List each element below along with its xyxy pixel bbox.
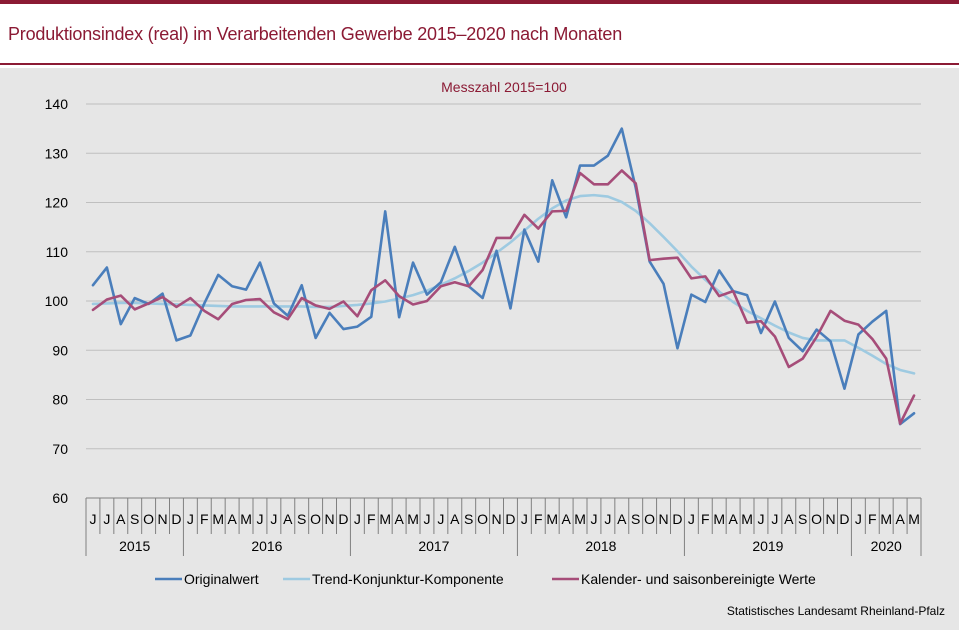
x-month-label: A — [394, 511, 404, 527]
x-month-label: M — [212, 511, 224, 527]
x-month-label: N — [658, 511, 668, 527]
top-accent-bar — [0, 0, 959, 4]
x-month-label: A — [283, 511, 293, 527]
x-month-label: M — [379, 511, 391, 527]
x-month-label: D — [839, 511, 849, 527]
x-month-label: F — [200, 511, 209, 527]
x-month-label: J — [103, 511, 110, 527]
x-month-label: N — [157, 511, 167, 527]
x-month-label: J — [187, 511, 194, 527]
x-month-label: D — [171, 511, 181, 527]
y-tick-label: 90 — [52, 342, 68, 358]
source-note: Statistisches Landesamt Rheinland-Pfalz — [726, 604, 945, 618]
y-tick-label: 120 — [45, 195, 69, 211]
title-divider — [0, 63, 959, 65]
y-tick-label: 140 — [45, 96, 69, 112]
legend-label: Trend-Konjunktur-Komponente — [312, 571, 504, 587]
x-month-label: M — [908, 511, 920, 527]
x-month-label: D — [338, 511, 348, 527]
x-month-label: M — [880, 511, 892, 527]
x-month-label: J — [521, 511, 528, 527]
x-month-label: O — [811, 511, 822, 527]
x-month-label: A — [617, 511, 627, 527]
chart-title: Messzahl 2015=100 — [441, 79, 567, 95]
x-month-label: M — [407, 511, 419, 527]
x-year-label: 2019 — [752, 538, 783, 554]
x-month-label: O — [644, 511, 655, 527]
y-tick-label: 130 — [45, 145, 69, 161]
x-month-label: A — [784, 511, 794, 527]
x-month-label: M — [240, 511, 252, 527]
x-month-label: J — [757, 511, 764, 527]
x-month-label: F — [701, 511, 710, 527]
x-month-label: F — [534, 511, 543, 527]
x-month-label: J — [688, 511, 695, 527]
x-month-label: A — [116, 511, 126, 527]
x-month-label: A — [450, 511, 460, 527]
x-month-label: N — [491, 511, 501, 527]
legend-label: Kalender- und saisonbereinigte Werte — [581, 571, 816, 587]
x-month-label: O — [143, 511, 154, 527]
x-month-label: M — [546, 511, 558, 527]
x-month-label: J — [604, 511, 611, 527]
series-line-1 — [91, 127, 916, 426]
x-month-label: M — [741, 511, 753, 527]
x-month-label: A — [728, 511, 738, 527]
x-month-label: J — [437, 511, 444, 527]
x-year-label: 2020 — [871, 538, 902, 554]
x-month-label: S — [631, 511, 640, 527]
x-month-label: N — [324, 511, 334, 527]
x-month-label: J — [423, 511, 430, 527]
x-month-label: O — [310, 511, 321, 527]
x-month-label: A — [561, 511, 571, 527]
x-month-label: S — [798, 511, 807, 527]
x-month-label: M — [713, 511, 725, 527]
x-month-label: D — [672, 511, 682, 527]
x-month-label: J — [256, 511, 263, 527]
x-year-label: 2017 — [418, 538, 449, 554]
x-month-label: A — [227, 511, 237, 527]
x-month-label: J — [771, 511, 778, 527]
x-month-label: J — [89, 511, 96, 527]
series-line-3 — [91, 169, 916, 425]
x-month-label: J — [270, 511, 277, 527]
x-year-label: 2015 — [119, 538, 150, 554]
x-month-label: M — [574, 511, 586, 527]
x-month-label: J — [354, 511, 361, 527]
x-month-label: J — [855, 511, 862, 527]
x-month-label: S — [130, 511, 139, 527]
x-month-label: N — [825, 511, 835, 527]
y-tick-label: 100 — [45, 293, 69, 309]
x-month-label: D — [505, 511, 515, 527]
x-year-label: 2018 — [585, 538, 616, 554]
x-month-label: F — [868, 511, 877, 527]
x-month-label: J — [590, 511, 597, 527]
x-month-label: S — [297, 511, 306, 527]
y-tick-label: 60 — [52, 490, 68, 506]
x-month-label: O — [477, 511, 488, 527]
y-tick-label: 110 — [46, 244, 69, 260]
y-tick-label: 80 — [52, 392, 68, 408]
x-month-label: S — [464, 511, 473, 527]
x-year-label: 2016 — [251, 538, 282, 554]
page-title: Produktionsindex (real) im Verarbeitende… — [8, 24, 623, 44]
x-month-label: F — [367, 511, 376, 527]
y-tick-label: 70 — [52, 441, 68, 457]
legend-label: Originalwert — [184, 571, 259, 587]
x-month-label: A — [895, 511, 905, 527]
